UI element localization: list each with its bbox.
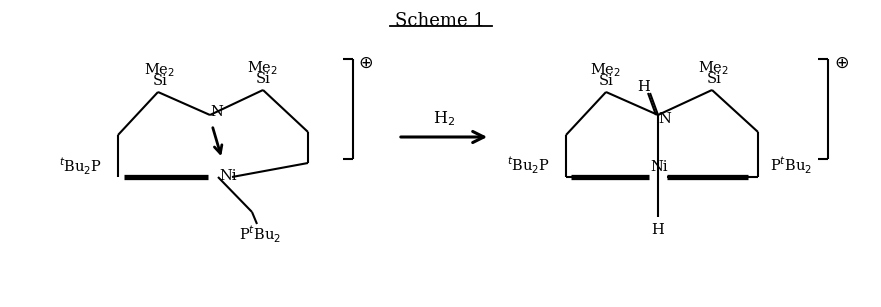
Text: Scheme 1: Scheme 1 (395, 12, 485, 30)
Text: Ni: Ni (650, 160, 668, 174)
Text: Me$_2$: Me$_2$ (590, 61, 622, 79)
Text: H: H (652, 223, 664, 237)
Text: H: H (638, 80, 650, 94)
Text: N: N (211, 105, 224, 119)
Text: $\oplus$: $\oplus$ (359, 55, 374, 72)
Text: Me$_2$: Me$_2$ (144, 61, 175, 79)
Text: P$^t$Bu$_2$: P$^t$Bu$_2$ (239, 223, 281, 245)
Text: N: N (659, 112, 671, 126)
Text: P$^t$Bu$_2$: P$^t$Bu$_2$ (770, 154, 812, 176)
Text: Ni: Ni (219, 169, 237, 183)
Text: $\oplus$: $\oplus$ (833, 55, 848, 72)
Text: Si: Si (255, 72, 270, 86)
Text: Si: Si (598, 74, 613, 88)
Text: Me$_2$: Me$_2$ (248, 59, 278, 77)
Text: Si: Si (707, 72, 722, 86)
Text: $^t$Bu$_2$P: $^t$Bu$_2$P (507, 154, 550, 176)
Text: H$_2$: H$_2$ (433, 110, 455, 128)
Text: $^t$Bu$_2$P: $^t$Bu$_2$P (59, 155, 102, 177)
Text: Me$_2$: Me$_2$ (699, 59, 729, 77)
Text: Si: Si (152, 74, 167, 88)
